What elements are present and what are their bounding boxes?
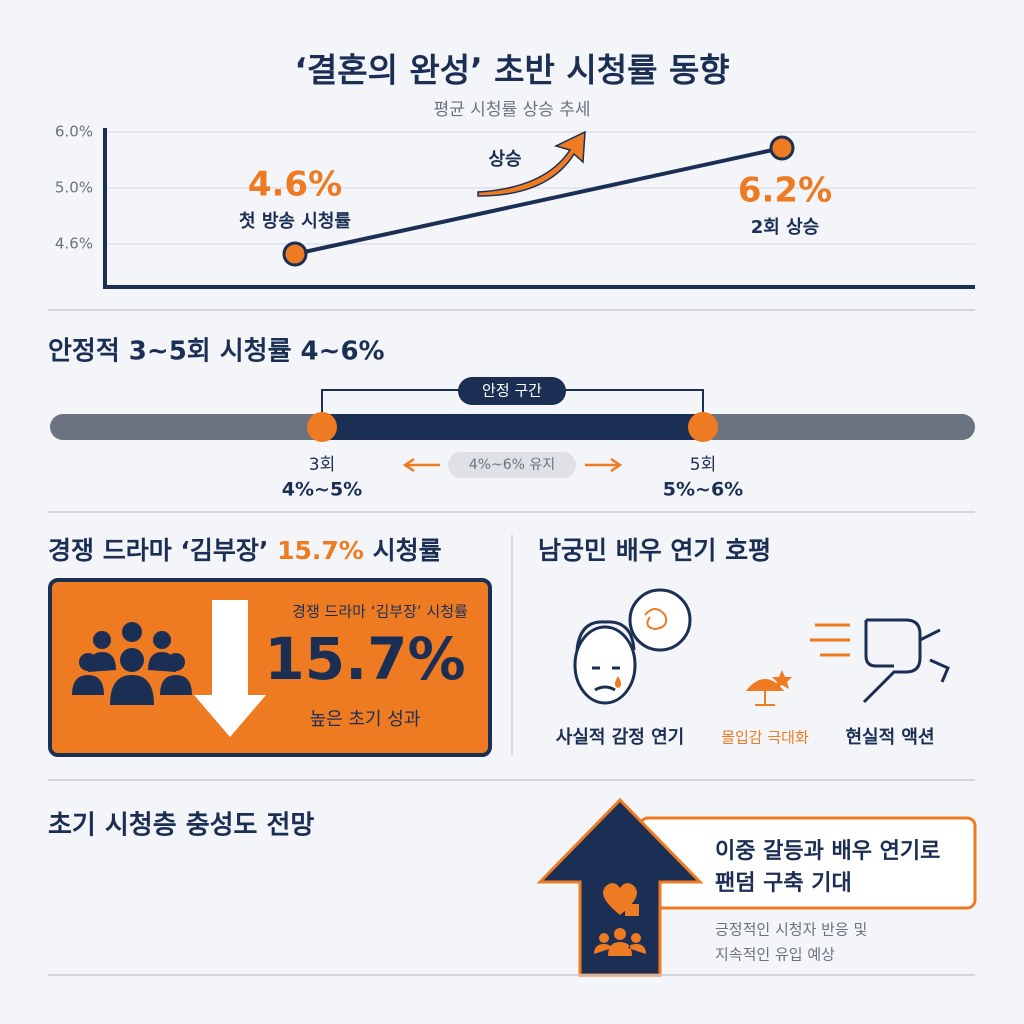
point [282,241,308,267]
star [772,670,792,689]
range-label: 4%~6% 유지 [469,457,555,473]
trend-arrow [477,130,586,197]
band-pill [458,377,566,405]
title-part: 시청률 [373,536,442,565]
section-title: 초기 시청층 충성도 전망 [48,811,314,841]
card-value: 15.7% [264,625,465,693]
headline: 팬덤 구축 기대 [715,871,852,896]
end-value: 6.2% [738,171,832,211]
start-label: 첫 방송 시청률 [239,211,351,232]
subtitle: 평균 시청률 상승 추세 [434,100,591,120]
acting-item: 현실적 액션 [845,727,934,748]
end-label: 2회 상승 [751,217,819,238]
tear [615,676,621,688]
y-label: 5.0% [55,179,93,197]
section-title: 남궁민 배우 연기 호평 [538,536,771,565]
section-title: 안정적 3~5회 시청률 4~6% [48,337,385,367]
note: 지속적인 유입 예상 [715,946,835,964]
point [769,135,795,161]
motion-lines [810,623,850,657]
people-icon [594,928,646,956]
range-pill [448,452,576,478]
card-note: 높은 초기 성과 [310,709,421,730]
range: 5%~6% [663,479,743,501]
satellite-icon [745,679,785,706]
stable-band [322,414,703,440]
card [48,578,492,757]
y-label: 4.6% [55,235,93,253]
down-arrow [194,600,266,737]
start-value: 4.6% [248,165,342,205]
card-caption: 경쟁 드라마 ‘김부장’ 시청률 [292,603,468,621]
title-highlight: 15.7% [277,536,364,565]
title-part: 경쟁 드라마 ‘김부장’ [48,536,268,565]
trend-chart: 6.0% 5.0% 4.6% 상승 4.6% 첫 방송 시청률 6.2% 2회 … [55,123,975,289]
up-arrow [536,797,704,977]
episode: 5회 [690,455,716,475]
band-label: 안정 구간 [482,382,542,400]
range: 4%~5% [282,479,362,501]
acting-item: 사실적 감정 연기 [556,727,684,748]
axis [103,128,975,289]
episode: 3회 [309,455,335,475]
note: 긍정적인 시청자 반응 및 [715,921,867,939]
lock-icon [625,904,639,916]
y-label: 6.0% [55,123,93,141]
face-icon [573,588,692,705]
acting-item: 몰입감 극대화 [721,729,809,747]
section-title: 경쟁 드라마 ‘김부장’ 15.7% 시청률 [48,536,442,565]
marker [307,412,337,442]
people-icon [72,622,192,705]
fist-icon [862,618,950,704]
marker [688,412,718,442]
headline: 이중 갈등과 배우 연기로 [715,839,940,864]
trend-label: 상승 [488,149,521,170]
arrows [402,457,623,473]
title: ‘결혼의 완성’ 초반 시청률 동향 [294,51,729,90]
trend-line [294,146,783,256]
